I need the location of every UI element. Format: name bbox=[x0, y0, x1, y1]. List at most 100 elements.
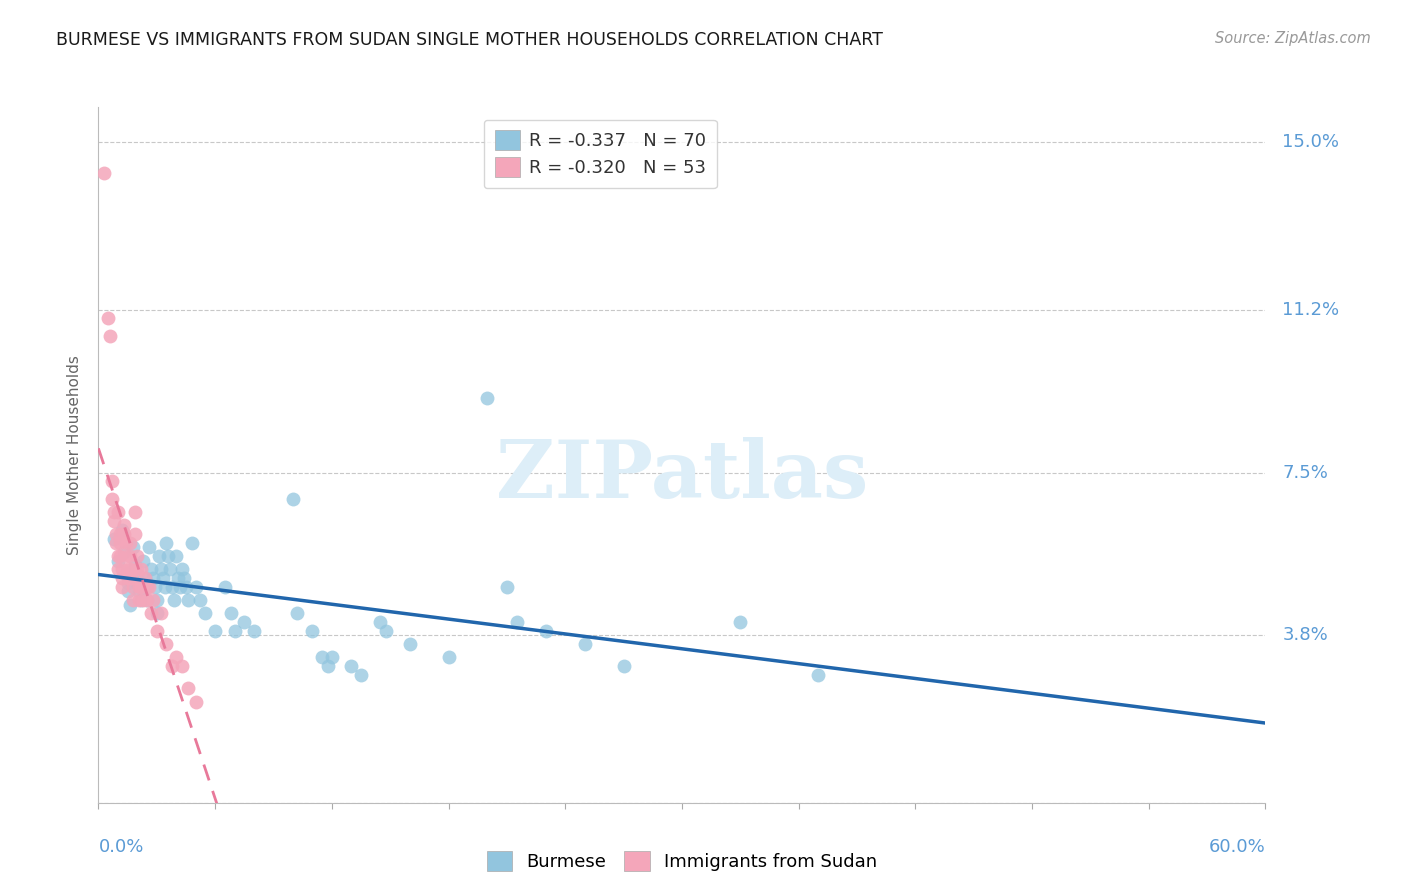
Point bbox=[155, 637, 177, 651]
Point bbox=[612, 659, 634, 673]
Point bbox=[107, 562, 129, 576]
Point bbox=[103, 532, 125, 546]
Point bbox=[173, 571, 195, 585]
Point bbox=[180, 536, 202, 550]
Point bbox=[214, 580, 236, 594]
Point bbox=[807, 668, 830, 682]
Point bbox=[316, 659, 339, 673]
Point bbox=[139, 607, 162, 621]
Point bbox=[111, 571, 134, 585]
Point bbox=[477, 391, 499, 405]
Point bbox=[112, 545, 135, 559]
Point bbox=[117, 562, 139, 576]
Point bbox=[124, 527, 146, 541]
Point bbox=[136, 593, 159, 607]
Point bbox=[104, 536, 127, 550]
Point bbox=[93, 166, 115, 180]
Point bbox=[101, 491, 124, 506]
Point bbox=[162, 580, 184, 594]
Text: 11.2%: 11.2% bbox=[1282, 301, 1340, 318]
Point bbox=[121, 562, 143, 576]
Point bbox=[370, 615, 392, 630]
Point bbox=[574, 637, 596, 651]
Point bbox=[146, 607, 169, 621]
Point bbox=[167, 571, 190, 585]
Point bbox=[138, 541, 160, 555]
Point bbox=[111, 580, 134, 594]
Point bbox=[170, 659, 193, 673]
Point bbox=[149, 607, 172, 621]
Point bbox=[146, 624, 169, 638]
Point bbox=[129, 562, 152, 576]
Point bbox=[122, 541, 145, 555]
Point bbox=[134, 571, 156, 585]
Point bbox=[121, 571, 143, 585]
Point bbox=[129, 593, 152, 607]
Point bbox=[184, 694, 207, 708]
Point bbox=[311, 650, 333, 665]
Point bbox=[117, 584, 139, 599]
Point bbox=[142, 593, 165, 607]
Point bbox=[114, 536, 136, 550]
Point bbox=[132, 593, 155, 607]
Point bbox=[111, 562, 134, 576]
Point bbox=[117, 571, 139, 585]
Point bbox=[128, 593, 150, 607]
Point bbox=[148, 549, 170, 564]
Point bbox=[281, 491, 304, 506]
Point bbox=[142, 571, 165, 585]
Point bbox=[233, 615, 256, 630]
Point bbox=[134, 571, 156, 585]
Point bbox=[129, 580, 152, 594]
Point bbox=[224, 624, 246, 638]
Point bbox=[118, 549, 141, 564]
Legend: Burmese, Immigrants from Sudan: Burmese, Immigrants from Sudan bbox=[479, 844, 884, 879]
Point bbox=[162, 659, 184, 673]
Point bbox=[117, 575, 139, 590]
Point bbox=[124, 505, 146, 519]
Point bbox=[398, 637, 420, 651]
Point bbox=[108, 527, 131, 541]
Point bbox=[170, 562, 193, 576]
Point bbox=[375, 624, 398, 638]
Text: 60.0%: 60.0% bbox=[1209, 838, 1265, 856]
Point bbox=[128, 580, 150, 594]
Point bbox=[101, 475, 124, 489]
Text: 7.5%: 7.5% bbox=[1282, 464, 1329, 482]
Point bbox=[136, 593, 159, 607]
Point bbox=[127, 575, 149, 590]
Point bbox=[136, 580, 159, 594]
Point bbox=[111, 523, 134, 537]
Point bbox=[132, 553, 155, 567]
Point bbox=[495, 580, 517, 594]
Point bbox=[103, 505, 125, 519]
Point bbox=[124, 558, 146, 572]
Point bbox=[139, 562, 162, 576]
Point bbox=[97, 311, 120, 326]
Point bbox=[149, 562, 172, 576]
Point bbox=[188, 593, 211, 607]
Point bbox=[157, 549, 180, 564]
Point bbox=[118, 536, 141, 550]
Point bbox=[108, 549, 131, 564]
Point bbox=[159, 562, 181, 576]
Point bbox=[146, 593, 169, 607]
Point bbox=[177, 681, 200, 696]
Point bbox=[138, 580, 160, 594]
Point bbox=[184, 580, 207, 594]
Point bbox=[163, 593, 186, 607]
Legend: R = -0.337   N = 70, R = -0.320   N = 53: R = -0.337 N = 70, R = -0.320 N = 53 bbox=[484, 120, 717, 188]
Text: 0.0%: 0.0% bbox=[98, 838, 143, 856]
Point bbox=[194, 607, 217, 621]
Point bbox=[114, 549, 136, 564]
Point bbox=[107, 505, 129, 519]
Point bbox=[165, 650, 187, 665]
Text: Source: ZipAtlas.com: Source: ZipAtlas.com bbox=[1215, 31, 1371, 46]
Point bbox=[122, 593, 145, 607]
Point bbox=[437, 650, 460, 665]
Point bbox=[152, 571, 174, 585]
Point bbox=[534, 624, 557, 638]
Point bbox=[122, 580, 145, 594]
Point bbox=[165, 549, 187, 564]
Text: 3.8%: 3.8% bbox=[1282, 626, 1329, 644]
